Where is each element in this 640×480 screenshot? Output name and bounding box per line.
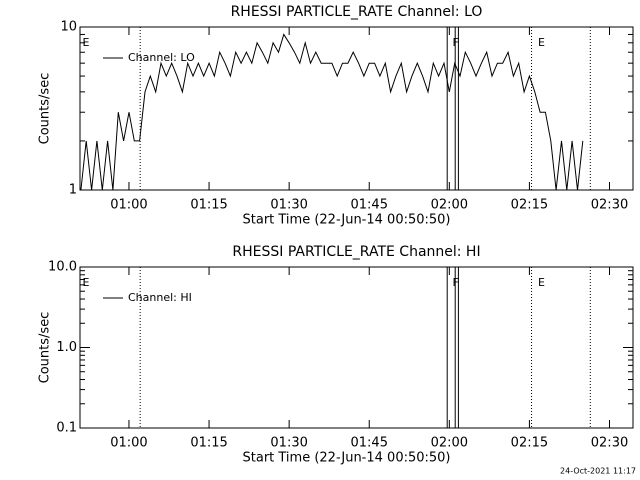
timestamp: 24-Oct-2021 11:17 xyxy=(560,467,636,476)
x-tick-label: 02:00 xyxy=(431,198,468,213)
y-tick-label: 1.0 xyxy=(56,340,77,355)
x-tick-label: 02:00 xyxy=(431,436,468,451)
x-tick-label: 01:30 xyxy=(270,198,307,213)
flag-label: F xyxy=(453,276,459,289)
flag-label: E xyxy=(83,36,90,49)
x-axis-label: Start Time (22-Jun-14 00:50:50) xyxy=(243,451,451,466)
legend-label: Channel: HI xyxy=(128,291,192,304)
y-tick-label: 1 xyxy=(69,183,77,198)
x-tick-label: 01:15 xyxy=(190,198,227,213)
x-tick-label: 01:30 xyxy=(270,436,307,451)
legend-label: Channel: LO xyxy=(128,51,195,64)
y-axis-label: Counts/sec xyxy=(38,73,53,145)
y-tick-label: 0.1 xyxy=(56,421,77,436)
x-tick-label: 01:45 xyxy=(351,436,388,451)
x-tick-label: 01:00 xyxy=(110,198,147,213)
data-line xyxy=(80,33,584,191)
x-tick-label: 02:15 xyxy=(511,436,548,451)
flag-label: E xyxy=(538,276,545,289)
chart-title: RHESSI PARTICLE_RATE Channel: HI xyxy=(232,244,480,260)
plot-frame xyxy=(79,26,634,191)
flag-label: E xyxy=(83,276,90,289)
y-tick-label: 10.0 xyxy=(48,260,77,275)
x-tick-label: 01:45 xyxy=(351,198,388,213)
x-tick-label: 02:30 xyxy=(591,198,628,213)
flag-label: F xyxy=(453,36,459,49)
y-tick-label: 10 xyxy=(60,20,77,35)
x-tick-label: 02:30 xyxy=(591,436,628,451)
x-tick-label: 01:15 xyxy=(190,436,227,451)
x-axis-label: Start Time (22-Jun-14 00:50:50) xyxy=(243,213,451,228)
x-tick-label: 01:00 xyxy=(110,436,147,451)
x-tick-label: 02:15 xyxy=(511,198,548,213)
y-axis-label: Counts/sec xyxy=(38,312,53,384)
chart-title: RHESSI PARTICLE_RATE Channel: LO xyxy=(231,4,483,20)
flag-label: E xyxy=(538,36,545,49)
